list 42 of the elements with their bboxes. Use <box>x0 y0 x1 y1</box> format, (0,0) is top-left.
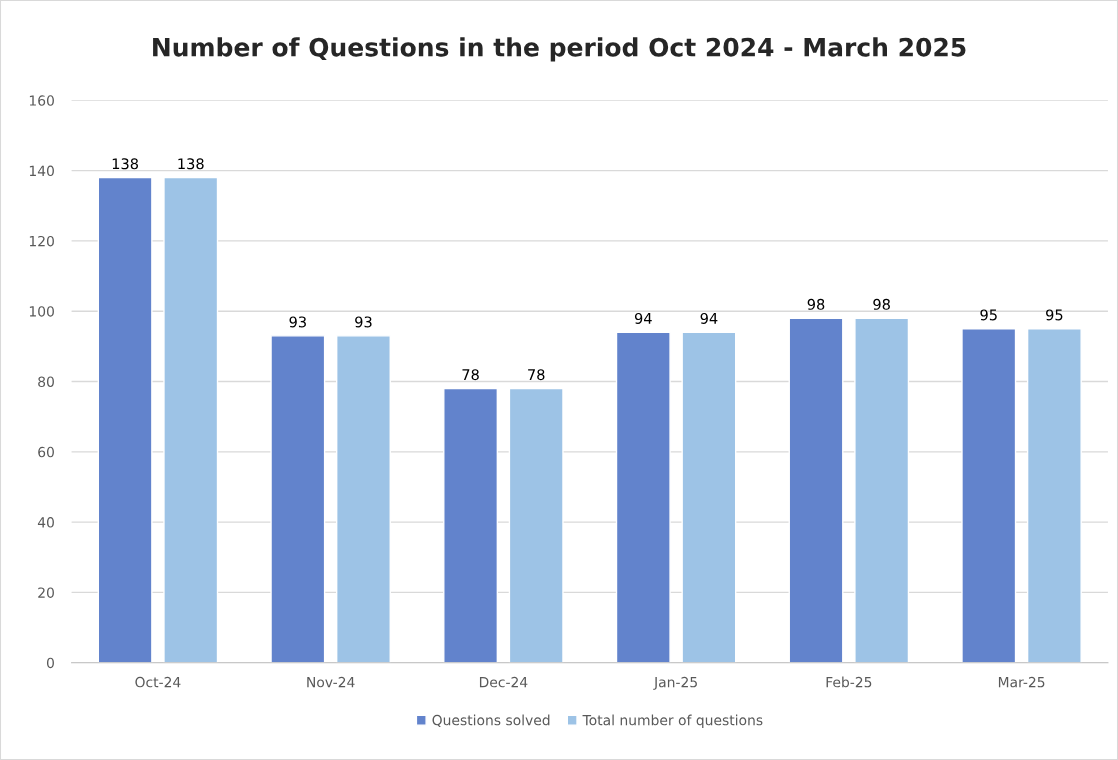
y-tick-label: 40 <box>37 517 54 528</box>
legend-label: Questions solved <box>432 714 550 727</box>
y-tick-label: 140 <box>29 165 54 177</box>
bar <box>854 317 910 663</box>
data-label: 78 <box>528 369 545 381</box>
bar <box>163 176 219 663</box>
x-tick-label: Feb-25 <box>826 676 872 688</box>
bar <box>335 335 391 663</box>
bar <box>1026 328 1082 663</box>
data-label: 93 <box>289 316 306 328</box>
x-tick-label: Oct-24 <box>135 676 181 688</box>
y-tick-label: 20 <box>38 587 54 598</box>
chart-title: Number of Questions in the period Oct 2024 - March 2025 <box>153 37 966 62</box>
data-label: 138 <box>112 158 139 170</box>
bar <box>97 176 153 663</box>
data-label: 94 <box>634 312 652 324</box>
bar <box>508 387 564 663</box>
data-label: 93 <box>355 316 372 328</box>
y-tick-label: 0 <box>46 657 54 669</box>
data-label: 98 <box>807 298 825 310</box>
y-tick-label: 120 <box>29 235 54 247</box>
data-label: 138 <box>178 158 204 170</box>
data-label: 95 <box>1046 309 1063 321</box>
x-tick-label: Nov-24 <box>307 676 355 688</box>
legend-label: Total number of questions <box>582 714 763 729</box>
bar <box>443 387 499 663</box>
x-tick-label: Mar-25 <box>998 676 1045 688</box>
bar <box>788 317 844 663</box>
data-label: 78 <box>462 369 479 381</box>
y-tick-label: 60 <box>38 446 54 458</box>
data-label: 95 <box>980 309 997 321</box>
x-tick-label: Jan-25 <box>653 676 697 690</box>
data-label: 94 <box>700 312 718 324</box>
data-label: 98 <box>873 298 890 310</box>
y-tick-label: 100 <box>29 306 54 317</box>
y-tick-label: 80 <box>38 376 54 387</box>
bar <box>615 331 671 663</box>
bar <box>270 335 326 663</box>
y-tick-label: 160 <box>29 95 54 106</box>
x-tick-label: Dec-24 <box>479 676 528 688</box>
bar <box>961 328 1017 663</box>
bar <box>681 331 737 663</box>
